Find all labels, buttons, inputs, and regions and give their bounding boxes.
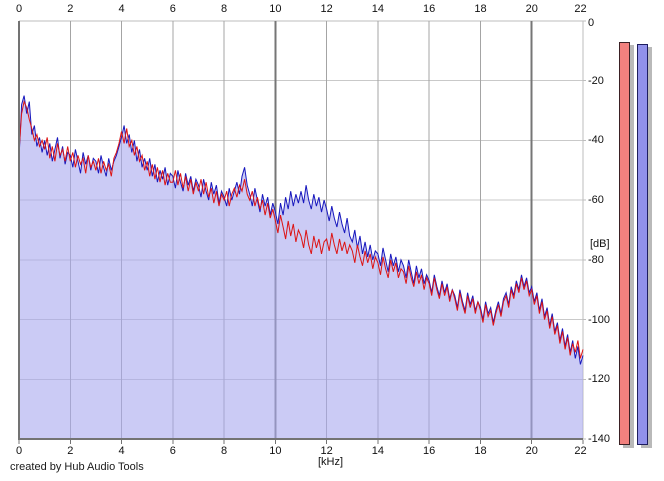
y-axis-tick-label: -120 (588, 373, 611, 386)
y-axis-unit-label: [dB] (590, 238, 610, 250)
x-axis-bottom-tick-label: 8 (221, 445, 228, 457)
x-axis-bottom-tick-label: 22 (574, 445, 587, 457)
x-axis-top-tick-label: 18 (474, 3, 487, 15)
red-level-meter-bar (619, 42, 630, 445)
x-axis-top-tick-label: 2 (67, 3, 74, 15)
x-axis-bottom-tick-label: 0 (15, 445, 23, 457)
x-axis-bottom-tick-label: 4 (118, 445, 125, 457)
x-axis-bottom-tick-label: 10 (269, 445, 282, 457)
x-axis-unit-label: [kHz] (318, 456, 344, 468)
y-axis-tick-label: 0 (588, 17, 595, 29)
x-axis-top-tick-label: 0 (15, 3, 23, 15)
x-axis-top-tick-label: 4 (118, 3, 125, 15)
x-axis-top-tick-label: 8 (221, 3, 228, 15)
x-axis-bottom-tick-label: 16 (423, 445, 436, 457)
x-axis-top-tick-label: 22 (574, 3, 587, 15)
y-axis-tick-label: -100 (588, 313, 611, 326)
x-axis-top-tick-label: 12 (320, 3, 333, 15)
x-axis-top-tick-label: 16 (423, 3, 436, 15)
x-axis-bottom-tick-label: 6 (169, 445, 176, 457)
credit-text: created by Hub Audio Tools (10, 461, 144, 473)
x-axis-bottom-tick-label: 20 (525, 445, 538, 457)
x-axis-bottom-tick-label: 2 (67, 445, 74, 457)
x-axis-top-tick-label: 14 (371, 3, 385, 15)
x-axis-bottom-tick-label: 12 (320, 445, 333, 457)
x-axis-bottom-tick-label: 18 (474, 445, 487, 457)
x-axis-top-tick-label: 20 (525, 3, 538, 15)
y-axis-tick-label: -60 (588, 194, 604, 207)
blue-level-meter-bar (637, 44, 648, 445)
x-axis-top-tick-label: 10 (269, 3, 282, 15)
x-axis-top-tick-label: 6 (169, 3, 176, 15)
y-axis-tick-label: -20 (588, 74, 604, 87)
y-axis-tick-label: -40 (588, 134, 604, 147)
y-axis-tick-label: -140 (588, 433, 611, 445)
x-axis-bottom-tick-label: 14 (371, 445, 385, 457)
y-axis-tick-label: -80 (588, 253, 604, 266)
